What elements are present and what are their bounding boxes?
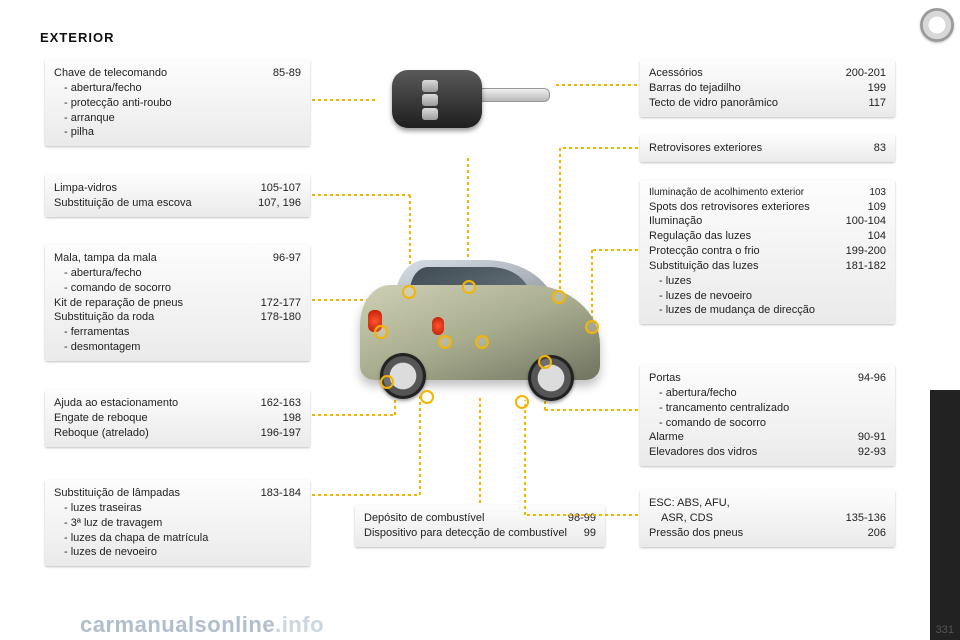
car-illustration	[340, 235, 620, 415]
watermark-main: carmanualsonline	[80, 612, 275, 637]
callout-marker-icon	[538, 355, 552, 369]
callout-marker-icon	[475, 335, 489, 349]
side-tab: A PROCURA VISUAL 331	[920, 0, 960, 640]
callout-marker-icon	[552, 290, 566, 304]
callout-marker-icon	[462, 280, 476, 294]
side-tab-dark	[930, 390, 960, 640]
page-number: 331	[936, 624, 954, 636]
tail-light-icon	[432, 317, 444, 335]
callout-marker-icon	[402, 285, 416, 299]
callout-marker-icon	[438, 335, 452, 349]
callout-marker-icon	[515, 395, 529, 409]
page: EXTERIOR Chave de telecomando85-89 abert…	[0, 0, 920, 640]
corner-ring-icon	[920, 8, 954, 42]
callout-marker-icon	[420, 390, 434, 404]
callout-marker-icon	[380, 375, 394, 389]
callout-marker-icon	[585, 320, 599, 334]
callout-marker-icon	[374, 325, 388, 339]
watermark-tld: .info	[275, 612, 324, 637]
watermark: carmanualsonline.info	[80, 612, 324, 638]
